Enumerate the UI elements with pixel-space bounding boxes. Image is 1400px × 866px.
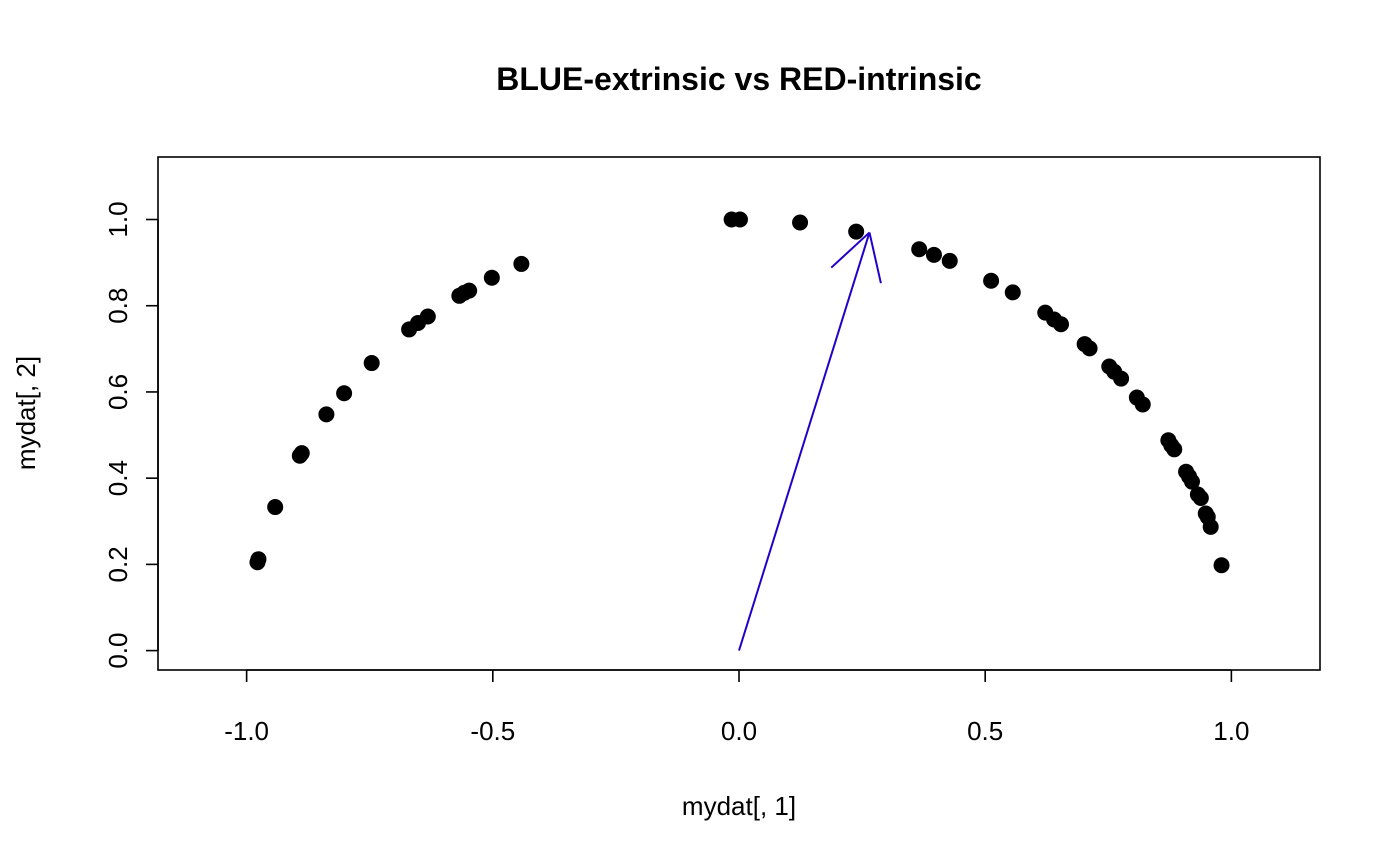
data-point xyxy=(925,246,942,263)
data-point xyxy=(267,499,284,516)
data-point xyxy=(848,223,865,240)
data-point xyxy=(1081,340,1098,357)
data-point xyxy=(250,551,267,568)
y-tick-label: 0.0 xyxy=(103,633,133,669)
data-point xyxy=(911,241,928,258)
y-tick-label: 0.8 xyxy=(103,288,133,324)
x-tick-label: 1.0 xyxy=(1213,716,1249,746)
data-point xyxy=(731,211,748,228)
y-tick-label: 0.6 xyxy=(103,374,133,410)
arrow-shaft xyxy=(738,232,871,651)
x-axis-label: mydat[, 1] xyxy=(682,791,796,821)
x-tick-label: 0.5 xyxy=(967,716,1003,746)
data-point xyxy=(336,385,353,402)
data-point xyxy=(1202,518,1219,535)
data-point xyxy=(419,308,436,325)
data-point xyxy=(461,282,478,299)
x-tick-label: 0.0 xyxy=(721,716,757,746)
data-point xyxy=(941,252,958,269)
chart-title: BLUE-extrinsic vs RED-intrinsic xyxy=(496,61,981,97)
data-point xyxy=(1213,557,1230,574)
data-point xyxy=(983,272,1000,289)
data-point xyxy=(792,214,809,231)
data-point xyxy=(293,445,310,462)
data-point xyxy=(318,406,335,423)
x-tick-label: -1.0 xyxy=(224,716,269,746)
data-point xyxy=(1166,441,1183,458)
y-tick-label: 0.2 xyxy=(103,546,133,582)
y-tick-label: 1.0 xyxy=(103,201,133,237)
x-axis: -1.0 -0.5 0.0 0.5 1.0 xyxy=(224,669,1249,746)
data-points xyxy=(249,211,1230,574)
data-point xyxy=(1183,473,1200,490)
data-point xyxy=(1053,316,1070,333)
data-point xyxy=(1113,370,1130,387)
y-axis: 0.0 0.2 0.4 0.6 0.8 1.0 xyxy=(103,201,159,669)
y-axis-label: mydat[, 2] xyxy=(11,356,41,470)
direction-arrow xyxy=(738,231,882,651)
data-point xyxy=(363,355,380,372)
data-point xyxy=(1134,396,1151,413)
y-tick-label: 0.4 xyxy=(103,460,133,496)
arrow-head xyxy=(830,231,871,269)
data-point xyxy=(1004,284,1021,301)
x-tick-label: -0.5 xyxy=(470,716,515,746)
arrow-head xyxy=(868,232,882,284)
data-point xyxy=(513,255,530,272)
data-point xyxy=(483,269,500,286)
data-point xyxy=(1192,489,1209,506)
